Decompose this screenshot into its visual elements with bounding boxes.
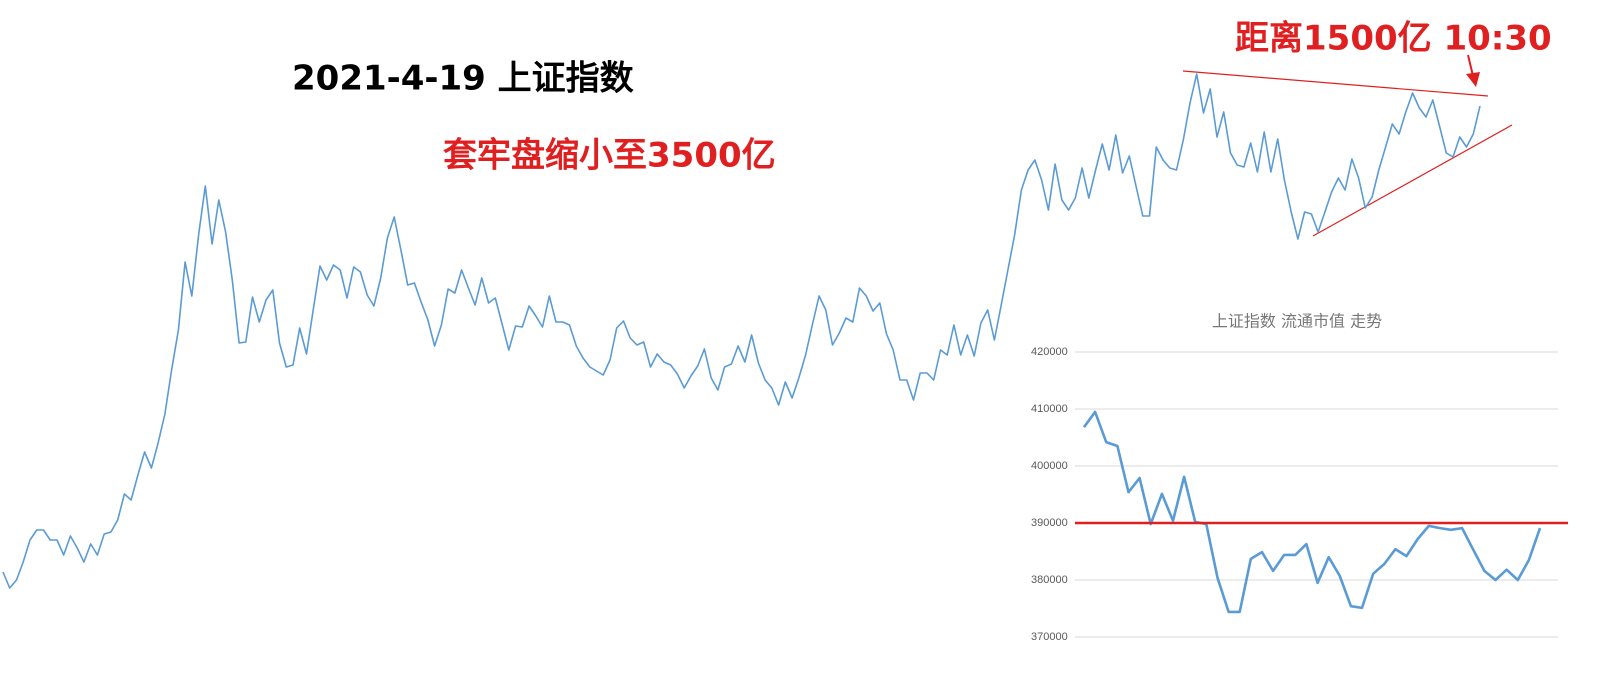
arrow — [1467, 54, 1474, 77]
arrow-head — [1466, 72, 1480, 87]
y-tick-label: 380000 — [1031, 574, 1068, 586]
data-line — [2, 73, 1481, 589]
y-tick-label: 420000 — [1031, 346, 1068, 358]
trend-line — [1312, 124, 1513, 237]
annotation: 套牢盘缩小至3500亿 — [443, 136, 776, 176]
y-tick-label: 370000 — [1031, 631, 1068, 643]
annotation: 距离1500亿 10:30 — [1235, 19, 1552, 59]
y-tick-label: 400000 — [1031, 460, 1068, 472]
inset-title: 上证指数 流通市值 走势 — [1212, 312, 1382, 331]
data-line — [1082, 410, 1542, 614]
chart-title: 2021-4-19 上证指数 — [292, 59, 634, 99]
y-tick-label: 390000 — [1031, 517, 1068, 529]
trend-line — [1182, 70, 1489, 97]
y-tick-label: 410000 — [1031, 403, 1068, 415]
